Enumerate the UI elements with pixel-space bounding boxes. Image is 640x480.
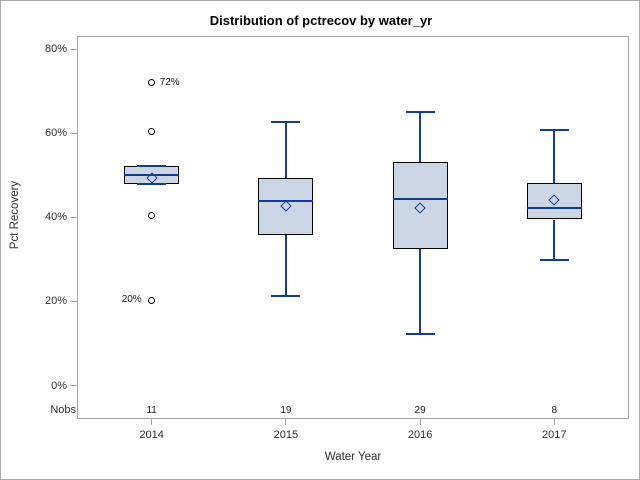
upper-whisker-cap-2016 (405, 110, 435, 113)
outlier-2014-72 (148, 79, 156, 87)
y-tick-60 (70, 132, 77, 134)
x-tick-2016 (419, 419, 421, 425)
outlier-2014-40.5 (148, 211, 156, 219)
outlier-label-20%: 20% (121, 294, 142, 306)
x-tick-label-2014: 2014 (139, 429, 164, 441)
nobs-value-2014: 11 (146, 405, 157, 416)
x-tick-2015 (285, 419, 287, 425)
y-axis-title: Pct Recovery (9, 180, 21, 250)
nobs-value-2016: 29 (414, 405, 426, 416)
x-tick-label-2015: 2015 (273, 429, 299, 441)
lower-whisker-2016 (419, 249, 422, 334)
median-line-2015 (258, 199, 314, 202)
x-axis-title: Water Year (324, 451, 382, 463)
upper-whisker-cap-2015 (271, 120, 301, 123)
lower-whisker-cap-2016 (405, 332, 435, 335)
lower-whisker-2015 (284, 235, 287, 296)
plot-frame (77, 36, 629, 419)
outlier-2014-20.3 (148, 296, 156, 304)
lower-whisker-2017 (553, 219, 556, 261)
median-line-2014 (124, 174, 180, 177)
upper-whisker-2015 (284, 121, 287, 178)
y-tick-20 (70, 300, 77, 302)
median-line-2017 (526, 207, 582, 210)
box-2017 (526, 182, 582, 220)
upper-whisker-2016 (419, 111, 422, 162)
upper-whisker-cap-2017 (539, 128, 569, 131)
nobs-row-label: Nobs (50, 404, 76, 416)
y-tick-label-80: 80% (44, 43, 67, 56)
box-2015 (258, 177, 314, 236)
x-tick-2017 (553, 419, 555, 425)
y-tick-80 (70, 48, 77, 50)
outlier-label-72%: 72% (159, 76, 180, 88)
nobs-value-2015: 19 (280, 405, 292, 416)
x-tick-label-2017: 2017 (542, 429, 567, 441)
outlier-2014-60.4 (148, 128, 156, 136)
chart-title: Distribution of pctrecov by water_yr (209, 13, 433, 28)
nobs-value-2017: 8 (551, 405, 558, 416)
x-tick-label-2016: 2016 (407, 429, 433, 441)
median-line-2016 (392, 197, 448, 200)
box-2016 (392, 161, 448, 250)
upper-whisker-cap-2014 (137, 165, 167, 168)
upper-whisker-2017 (553, 129, 556, 183)
y-tick-label-20: 20% (44, 295, 67, 308)
lower-whisker-cap-2015 (271, 294, 301, 297)
y-tick-0 (70, 385, 77, 386)
y-tick-label-40: 40% (44, 211, 67, 224)
x-tick-2014 (151, 419, 153, 425)
lower-whisker-cap-2017 (539, 259, 569, 262)
y-tick-label-60: 60% (44, 127, 67, 140)
lower-whisker-cap-2014 (137, 183, 167, 186)
y-tick-label-0: 0% (51, 379, 67, 392)
y-tick-40 (70, 216, 77, 218)
